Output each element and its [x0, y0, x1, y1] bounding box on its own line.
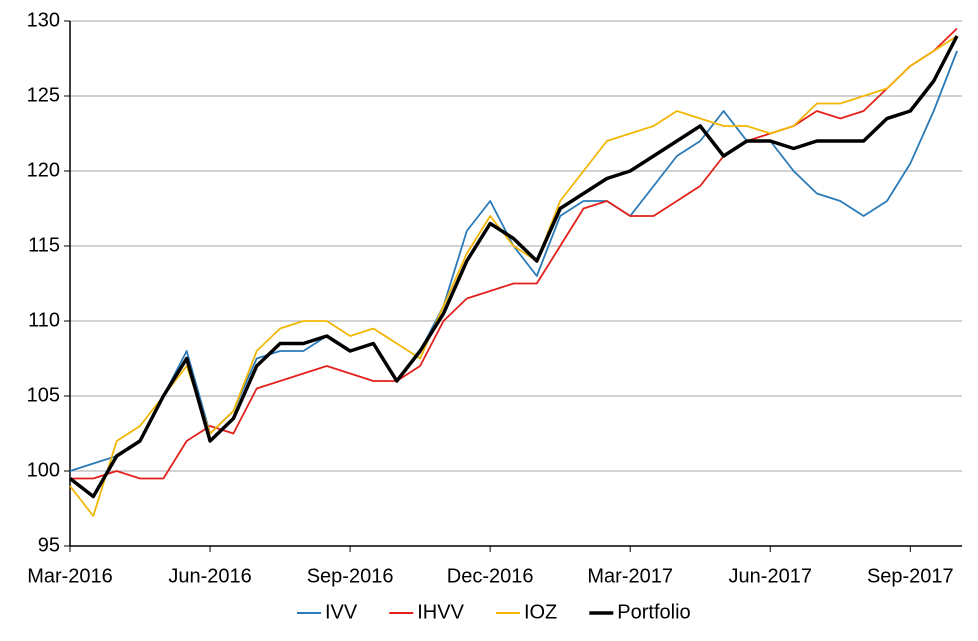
y-tick-label: 130 — [27, 9, 60, 31]
legend-label: IVV — [325, 601, 358, 623]
series-line — [69, 35, 958, 517]
series-line — [68, 35, 959, 499]
y-tick-label: 125 — [27, 84, 60, 106]
y-tick-label: 120 — [27, 159, 60, 181]
legend-label: Portfolio — [617, 601, 690, 623]
legend-label: IOZ — [524, 601, 557, 623]
y-tick-label: 95 — [38, 534, 60, 556]
legend-label: IHVV — [417, 601, 464, 623]
series-line — [70, 27, 958, 480]
y-tick-label: 115 — [28, 234, 60, 256]
x-tick-label: Dec-2016 — [447, 565, 534, 587]
x-tick-label: Jun-2017 — [729, 565, 812, 587]
x-tick-label: Mar-2017 — [587, 565, 673, 587]
x-tick-label: Mar-2016 — [27, 565, 113, 587]
y-tick-label: 105 — [27, 384, 60, 406]
y-tick-label: 100 — [27, 459, 60, 481]
x-tick-label: Sep-2016 — [307, 565, 394, 587]
y-tick-label: 110 — [28, 309, 60, 331]
x-tick-label: Jun-2016 — [168, 565, 251, 587]
x-tick-label: Sep-2017 — [867, 565, 954, 587]
